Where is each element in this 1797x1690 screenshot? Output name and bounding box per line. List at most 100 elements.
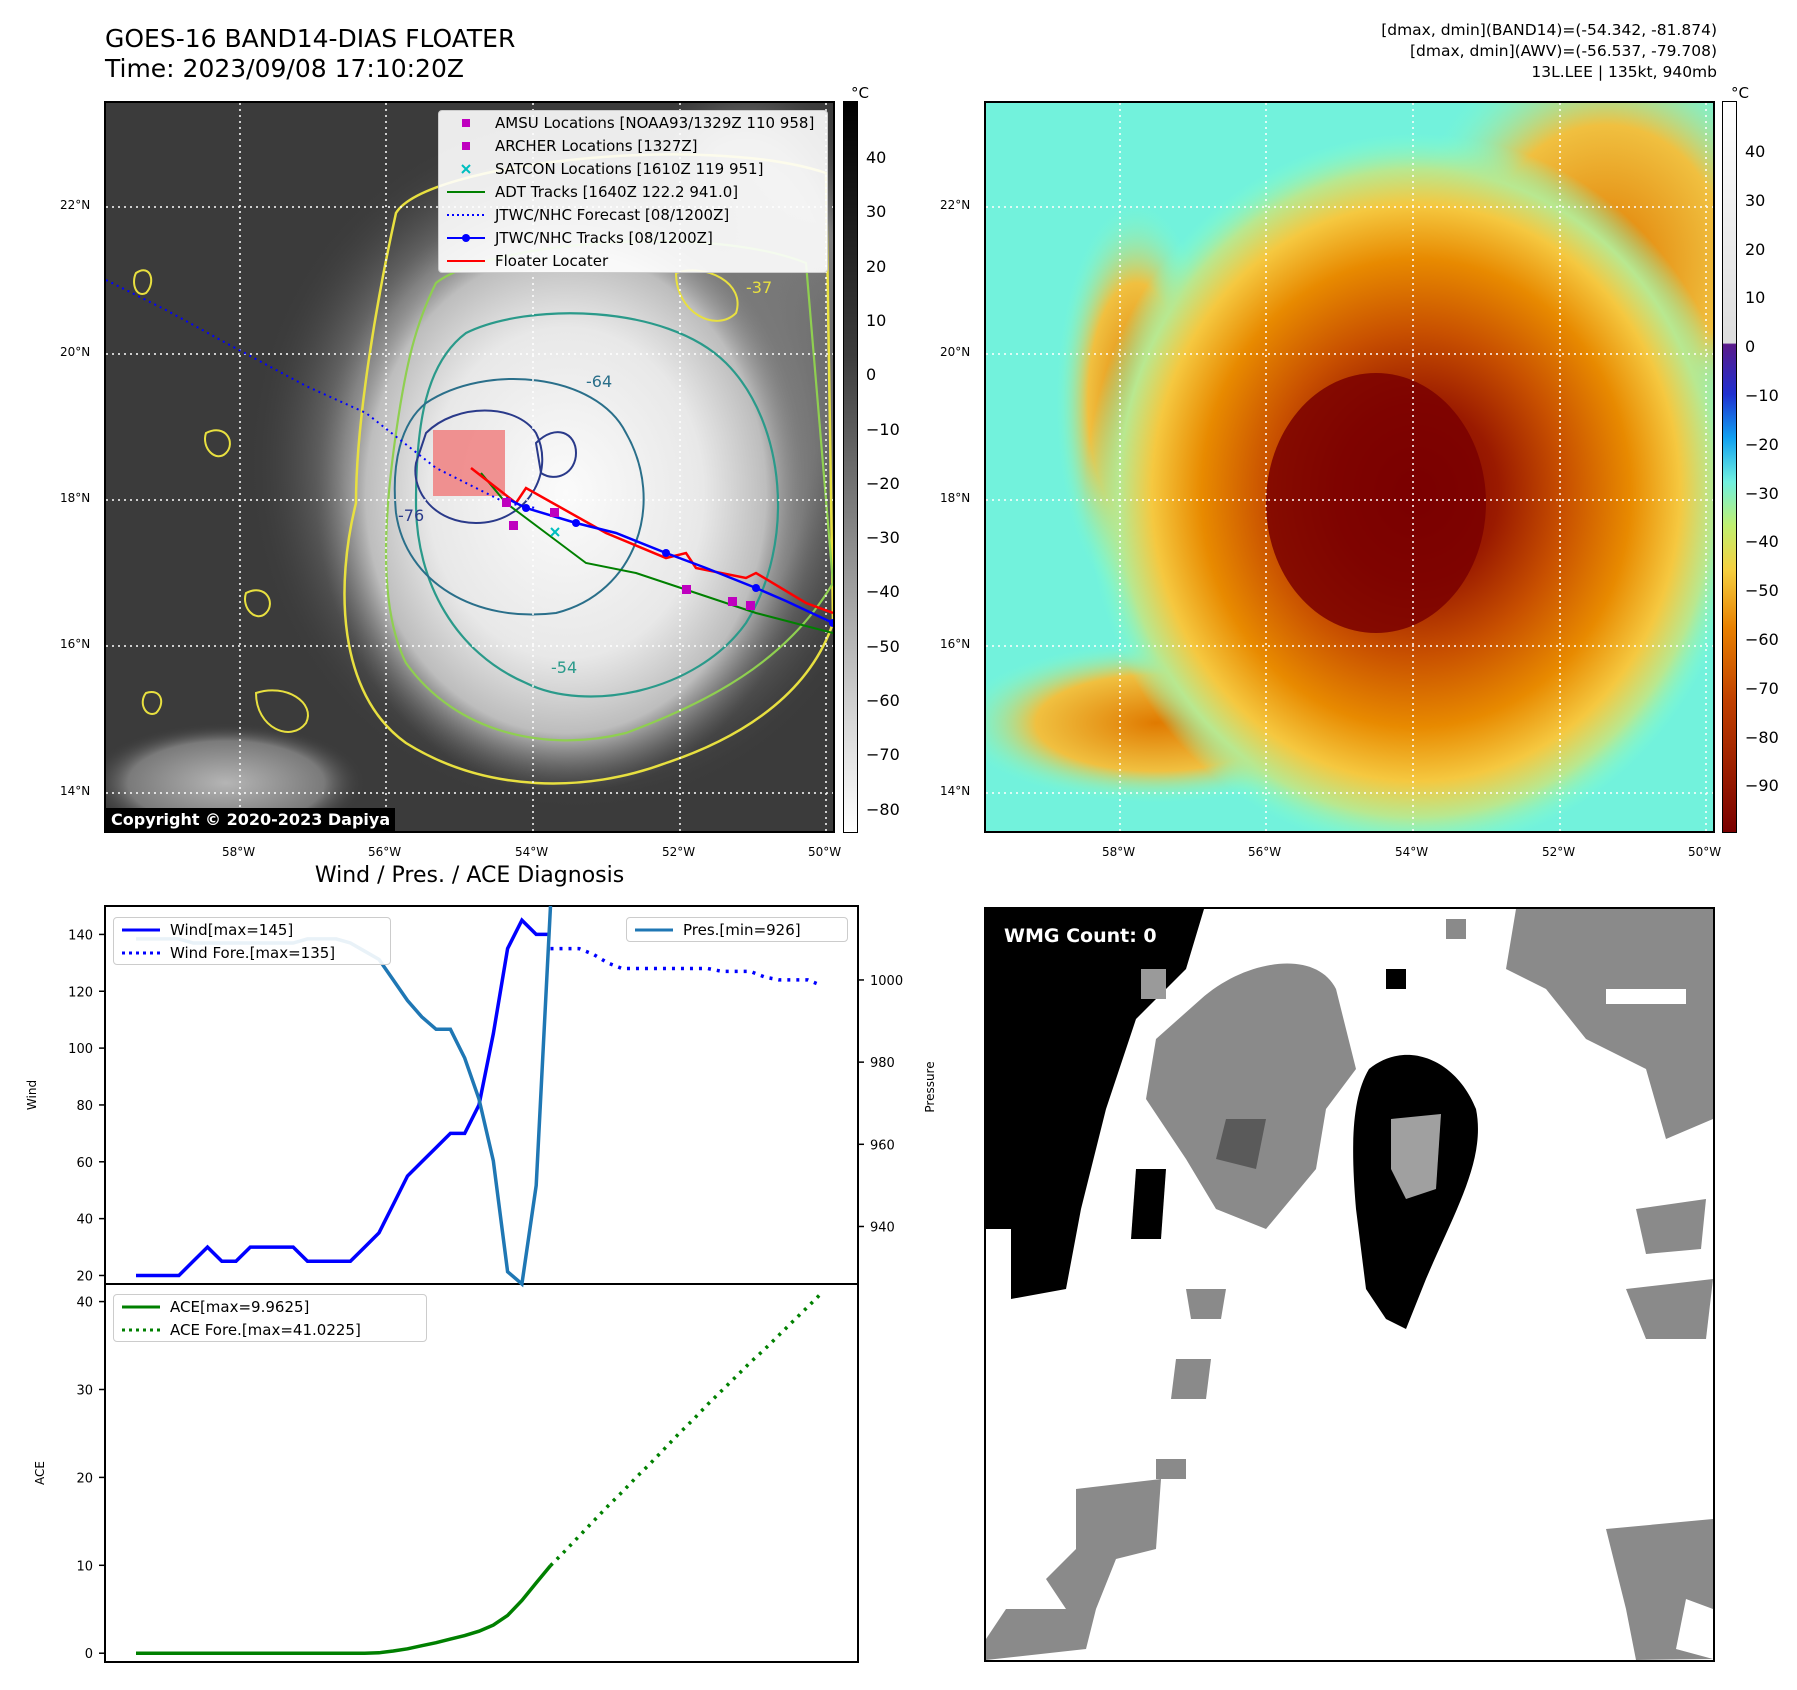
lon-tick: 52°W [1542,845,1576,859]
lon-tick: 56°W [368,845,402,859]
wind-line-icon [122,928,160,931]
colorbar-right-tick: 40 [1745,142,1766,161]
wmg-panel: WMG Count: 0 [984,907,1715,1662]
wind-axis-label: Wind [25,1080,39,1110]
colorbar-right-tick: 30 [1745,190,1766,210]
diag-chart: 20 40 60 80 100 120 140 940 960 980 1000 0 10 20 30 40 W… [25,905,937,1663]
legend-tracks: JTWC/NHC Tracks [08/1200Z] [439,226,827,249]
colorbar-left-tick: 10 [866,310,887,330]
lat-tick: 22°N [60,198,91,212]
colorbar-right-tick: −40 [1745,532,1779,552]
satcon-marker-icon [461,163,471,174]
colorbar-unit: °C [851,84,869,102]
ace-legend-entry: ACE[max=9.9625] [114,1295,426,1318]
legend-floater-label: Floater Locater [495,251,609,270]
legend-amsu-label: AMSU Locations [NOAA93/1329Z 110 958] [495,113,815,132]
pres-ytick-label: 980 [870,1056,895,1071]
colorbar-right-tick: −90 [1745,776,1779,796]
lon-tick: 50°W [808,845,842,859]
ace-fore-line-icon [122,1328,160,1331]
lat-tick: 18°N [60,491,91,505]
colorbar-left-tick: 40 [866,148,887,167]
colorbar-right-tick: 20 [1745,239,1766,259]
lat-tick: 18°N [940,491,971,505]
wind-ytick-label: 120 [68,985,93,1000]
lat-tick: 14°N [60,784,91,798]
legend-archer: ARCHER Locations [1327Z] [439,134,827,157]
ace-line-icon [122,1305,160,1308]
colorbar-left-tick: −50 [866,636,900,656]
colorbar-left-tick: −60 [866,691,900,710]
ace-ytick-label: 0 [85,1647,93,1662]
ace-legend: ACE[max=9.9625] ACE Fore.[max=41.0225] [113,1294,427,1342]
colorbar-right-tick: −50 [1745,581,1779,601]
ace-fore-legend-label: ACE Fore.[max=41.0225] [170,1320,361,1339]
legend-adt: ADT Tracks [1640Z 122.2 941.0] [439,180,827,203]
wind-ytick-label: 80 [76,1099,93,1114]
colorbar-right-tick: −70 [1745,678,1779,698]
legend-amsu: AMSU Locations [NOAA93/1329Z 110 958] [439,111,827,134]
adt-line-icon [447,190,485,193]
colorbar-left-tick: 30 [866,202,887,222]
lat-tick: 16°N [60,637,91,651]
ace-ytick-label: 40 [76,1296,93,1311]
storm-info: 13L.LEE | 135kt, 940mb [1531,63,1717,81]
ace-fore-legend-entry: ACE Fore.[max=41.0225] [114,1318,426,1341]
colorbar-left-tick: −80 [866,799,900,819]
colorbar-right-tick: 0 [1745,337,1756,357]
pres-ytick-label: 960 [870,1138,895,1153]
dmax-band14: [dmax, dmin](BAND14)=(-54.342, -81.874) [1381,21,1717,39]
colorbar-left-tick: −10 [866,419,900,439]
wmg-image [986,909,1713,1660]
contour-label-37: -37 [746,278,772,297]
pres-ytick-label: 1000 [870,974,903,989]
lon-tick: 56°W [1248,845,1282,859]
amsu-marker-icon [462,118,470,127]
colorbar-right-tick: −10 [1745,386,1779,405]
colorbar-right-tick: −20 [1745,434,1779,454]
colorbar-right-tick: −80 [1745,727,1779,747]
awv-map-panel [984,101,1715,833]
wind-legend-entry: Wind[max=145] [114,918,390,941]
wind-fore-legend-entry: Wind Fore.[max=135] [114,941,390,964]
ace-forecast-series-line [549,1291,824,1567]
colorbar-left-tick: −30 [866,528,900,548]
lat-tick: 16°N [940,637,971,651]
ace-legend-label: ACE[max=9.9625] [170,1297,310,1316]
archer-marker-icon [462,141,470,150]
wind-fore-legend-label: Wind Fore.[max=135] [170,943,336,962]
wmg-count-label: WMG Count: 0 [1004,925,1157,947]
wind-series-line [136,917,551,1278]
pres-ytick-label: 940 [870,1220,895,1235]
lon-tick: 58°W [1102,845,1136,859]
wind-ytick-label: 140 [68,928,93,943]
colorbar-unit-right: °C [1731,84,1749,102]
wind-ytick-label: 40 [76,1213,93,1228]
legend-tracks-label: JTWC/NHC Tracks [08/1200Z] [495,228,713,247]
map-legend: AMSU Locations [NOAA93/1329Z 110 958] AR… [438,110,828,273]
floater-line-icon [447,259,485,262]
legend-forecast-label: JTWC/NHC Forecast [08/1200Z] [495,205,730,224]
pres-legend-label: Pres.[min=926] [683,920,801,939]
colorbar-right-tick: 10 [1745,288,1766,308]
wind-fore-line-icon [122,951,160,954]
pres-axis-label: Pressure [923,1061,937,1112]
lat-tick: 22°N [940,198,971,212]
legend-adt-label: ADT Tracks [1640Z 122.2 941.0] [495,182,739,201]
lat-tick: 20°N [60,345,91,359]
colorbar-right-tick: −30 [1745,483,1779,503]
grayscale-colorbar [843,101,858,833]
colorbar-left-tick: −70 [866,745,900,765]
contour-label-76: -76 [398,506,424,525]
colorbar-left-tick: 0 [866,365,877,385]
wind-legend: Wind[max=145] Wind Fore.[max=135] [113,917,391,965]
pres-legend: Pres.[min=926] [626,917,848,942]
ace-axis-label: ACE [33,1461,47,1485]
contour-label-54: -54 [551,658,577,677]
lon-tick: 52°W [662,845,696,859]
dmax-awv: [dmax, dmin](AWV)=(-56.537, -79.708) [1410,42,1717,60]
ace-series-line [136,1564,552,1655]
ace-ytick-label: 30 [76,1383,93,1398]
lon-tick: 54°W [515,845,549,859]
copyright-label: Copyright © 2020-2023 Dapiya [106,808,396,831]
